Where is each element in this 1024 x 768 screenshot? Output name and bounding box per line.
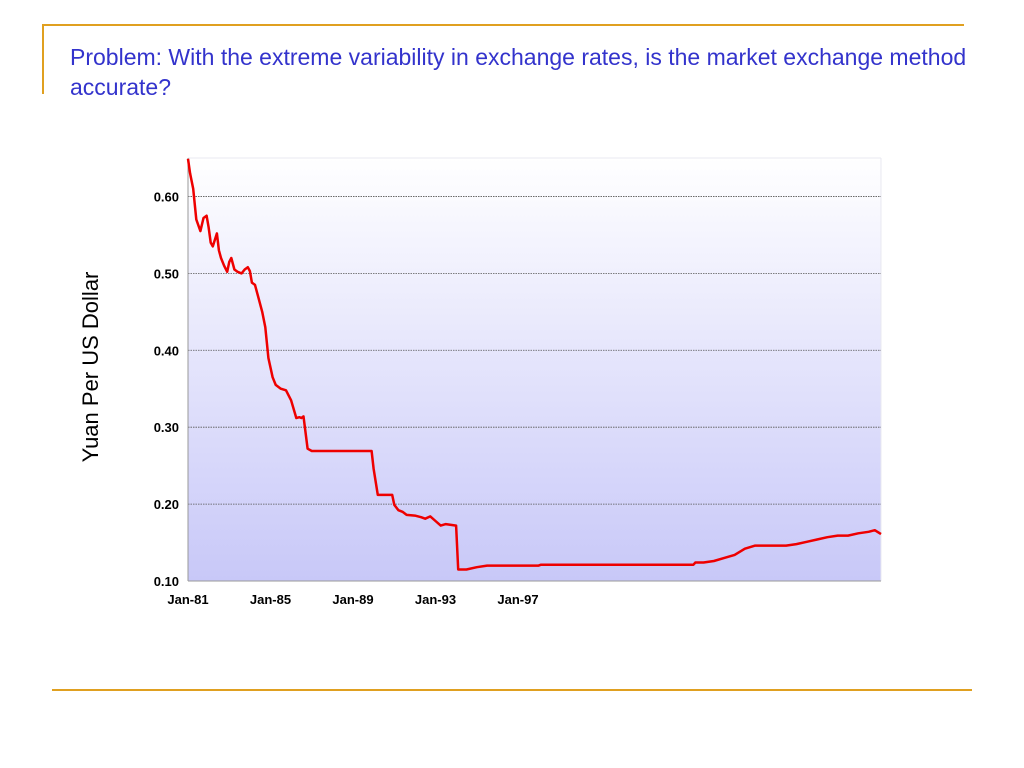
y-tick-label: 0.20: [154, 497, 179, 512]
x-tick-labels: Jan-81Jan-85Jan-89Jan-93Jan-97Jan-01Jan-…: [167, 592, 538, 607]
exchange-rate-line: [186, 158, 882, 571]
slide-title: Problem: With the extreme variability in…: [70, 44, 967, 100]
x-tick-label: Jan-89: [332, 592, 373, 607]
gridlines: [188, 196, 881, 505]
x-tick-label: Jan-81: [167, 592, 208, 607]
accent-line-bottom: [52, 689, 972, 691]
plot-area: [188, 158, 881, 581]
y-tick-labels: 0.60 0.50 0.40 0.30 0.20 0.10: [154, 189, 179, 589]
y-tick-label: 0.60: [154, 189, 179, 204]
x-tick-label: Jan-97: [497, 592, 538, 607]
y-tick-label: 0.30: [154, 420, 179, 435]
axes: [187, 158, 881, 582]
y-tick-label: 0.10: [154, 574, 179, 589]
y-tick-label: 0.40: [154, 343, 179, 358]
accent-line-left: [42, 24, 44, 94]
x-tick-label: Jan-93: [415, 592, 456, 607]
accent-line-top: [42, 24, 964, 26]
y-tick-label: 0.50: [154, 266, 179, 281]
x-tick-label: Jan-85: [250, 592, 291, 607]
